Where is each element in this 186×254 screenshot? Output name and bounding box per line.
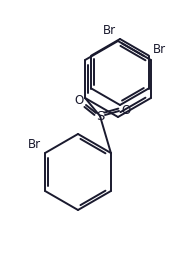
Text: Br: Br: [28, 138, 41, 151]
Text: O: O: [121, 103, 131, 117]
Text: S: S: [96, 109, 104, 122]
Text: Br: Br: [103, 24, 116, 37]
Text: O: O: [74, 94, 84, 107]
Text: Br: Br: [153, 43, 166, 56]
